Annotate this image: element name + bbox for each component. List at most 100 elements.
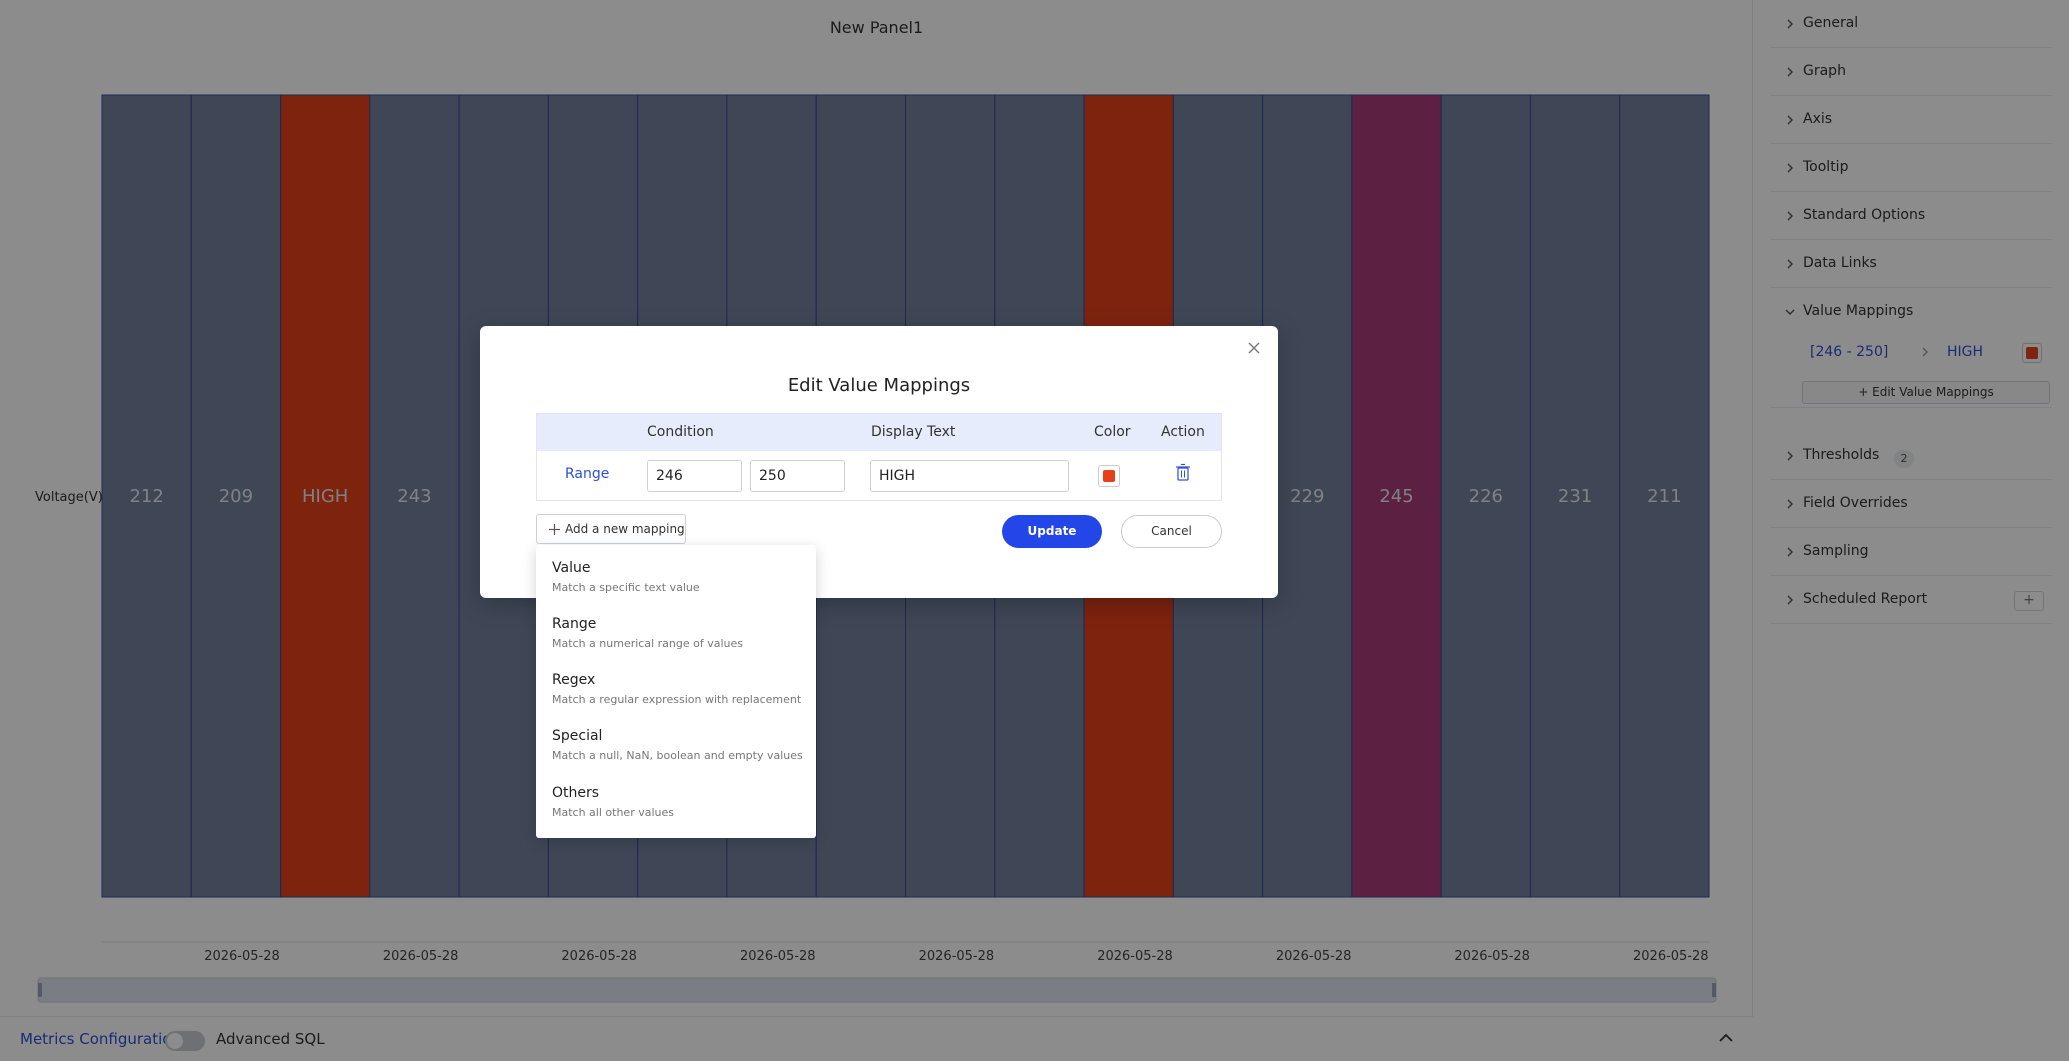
- bar-label: 243: [397, 486, 431, 507]
- option-title: Others: [552, 785, 600, 801]
- section-standard-options[interactable]: Standard Options: [1770, 192, 2052, 240]
- section-label: Value Mappings: [1803, 303, 1914, 319]
- header-color: Color: [1094, 424, 1131, 440]
- edit-value-mappings-button[interactable]: + Edit Value Mappings: [1802, 381, 2050, 404]
- section-axis[interactable]: Axis: [1770, 96, 2052, 144]
- mapping-type: Range: [565, 466, 610, 482]
- x-tick-group: 2026-05-28 2026-05-28 2026-05-28 2026-05-28…: [204, 949, 1708, 964]
- option-title: Value: [552, 560, 591, 576]
- bar[interactable]: [1351, 94, 1442, 898]
- section-general[interactable]: General: [1770, 0, 2052, 48]
- dialog-title: Edit Value Mappings: [787, 375, 971, 396]
- chevron-right-icon: [1787, 67, 1793, 77]
- section-scheduled-report[interactable]: Scheduled Report: [1770, 576, 2052, 624]
- range-from-input[interactable]: [647, 460, 742, 492]
- option-description: Match all other values: [552, 806, 674, 819]
- option-title: Regex: [552, 672, 596, 688]
- range-slider-handle-right[interactable]: [1712, 983, 1716, 997]
- range-to-input[interactable]: [750, 460, 845, 492]
- bar[interactable]: [1619, 94, 1710, 898]
- option-regex[interactable]: Regex Match a regular expression with re…: [536, 657, 816, 713]
- section-label: Tooltip: [1803, 159, 1849, 175]
- color-picker[interactable]: [1098, 465, 1120, 487]
- header-condition: Condition: [647, 424, 714, 440]
- mapping-range: [246 - 250]: [1810, 344, 1889, 360]
- option-description: Match a null, NaN, boolean and empty val…: [552, 749, 803, 762]
- option-range[interactable]: Range Match a numerical range of values: [536, 601, 816, 657]
- section-label: Graph: [1803, 63, 1846, 79]
- add-report-button[interactable]: +: [2014, 591, 2044, 611]
- advanced-sql-label: Advanced SQL: [216, 1030, 325, 1048]
- bar-label: 209: [219, 486, 253, 507]
- section-tooltip[interactable]: Tooltip: [1770, 144, 2052, 192]
- thresholds-count-badge: 2: [1894, 450, 1914, 468]
- chevron-right-icon: [1787, 211, 1793, 221]
- mapping-display-text: HIGH: [1947, 344, 1984, 360]
- section-label: Data Links: [1803, 255, 1877, 271]
- close-icon[interactable]: [1246, 340, 1262, 356]
- section-label: Standard Options: [1803, 207, 1926, 223]
- option-title: Range: [552, 616, 597, 632]
- table-row: Range: [537, 451, 1221, 500]
- bar[interactable]: [369, 94, 460, 898]
- chevron-right-icon: [1922, 347, 1928, 357]
- option-description: Match a regular expression with replacem…: [552, 693, 802, 706]
- mappings-table: Condition Display Text Color Action Rang…: [536, 413, 1222, 501]
- x-tick-label: 2026-05-28: [383, 949, 459, 964]
- chevron-right-icon: [1787, 499, 1793, 509]
- y-axis-label: Voltage(V): [35, 490, 103, 505]
- header-display-text: Display Text: [871, 424, 956, 440]
- section-graph[interactable]: Graph: [1770, 48, 2052, 96]
- bar-label: HIGH: [302, 486, 348, 507]
- bar-labels-group: 212 209 HIGH 243 229 245 226 231 211: [129, 486, 1681, 507]
- section-value-mappings[interactable]: Value Mappings: [1770, 288, 2052, 408]
- option-others[interactable]: Others Match all other values: [536, 770, 816, 826]
- plus-icon: [549, 524, 560, 535]
- panel-title: New Panel1: [829, 18, 924, 37]
- section-sampling[interactable]: Sampling: [1770, 528, 2052, 576]
- section-label: Sampling: [1803, 543, 1869, 559]
- metrics-configuration-link[interactable]: Metrics Configuration: [20, 1030, 181, 1048]
- chevron-right-icon: [1787, 451, 1793, 461]
- bar[interactable]: [1440, 94, 1531, 898]
- bar-label: 229: [1290, 486, 1324, 507]
- bar[interactable]: [280, 94, 371, 898]
- settings-sidebar: General Graph Axis Tooltip Standard Opti…: [1770, 0, 2069, 1061]
- metrics-bar: Metrics Configuration Advanced SQL: [0, 1016, 1753, 1061]
- cancel-button[interactable]: Cancel: [1121, 515, 1222, 548]
- plus-icon: +: [1858, 385, 1873, 399]
- chevron-right-icon: [1787, 547, 1793, 557]
- x-tick-label: 2026-05-28: [561, 949, 637, 964]
- bar-label: 231: [1558, 486, 1592, 507]
- mapping-type-dropdown: Value Match a specific text value Range …: [536, 545, 816, 838]
- bar-label: 212: [129, 486, 163, 507]
- bar-label: 226: [1469, 486, 1503, 507]
- advanced-sql-toggle[interactable]: [165, 1031, 205, 1051]
- chevron-right-icon: [1787, 595, 1793, 605]
- option-special[interactable]: Special Match a null, NaN, boolean and e…: [536, 713, 816, 769]
- header-action: Action: [1161, 424, 1205, 440]
- section-data-links[interactable]: Data Links: [1770, 240, 2052, 288]
- trash-icon[interactable]: [1175, 463, 1191, 481]
- bar-label: 211: [1647, 486, 1681, 507]
- chevron-right-icon: [1787, 115, 1793, 125]
- chevron-down-icon: [1785, 309, 1795, 315]
- display-text-input[interactable]: [870, 460, 1069, 492]
- update-button[interactable]: Update: [1002, 515, 1102, 548]
- option-value[interactable]: Value Match a specific text value: [536, 545, 816, 601]
- bar[interactable]: [101, 94, 192, 898]
- section-thresholds[interactable]: Thresholds: [1770, 432, 2052, 480]
- x-tick-label: 2026-05-28: [1097, 949, 1173, 964]
- edit-value-mappings-label: Edit Value Mappings: [1872, 385, 1994, 399]
- chevron-right-icon: [1787, 163, 1793, 173]
- option-description: Match a numerical range of values: [552, 637, 744, 650]
- x-tick-label: 2026-05-28: [1276, 949, 1352, 964]
- range-slider-handle-left[interactable]: [38, 983, 42, 997]
- section-field-overrides[interactable]: Field Overrides: [1770, 480, 2052, 528]
- bar[interactable]: [1529, 94, 1621, 898]
- add-new-mapping-label: Add a new mapping: [565, 522, 685, 536]
- chevron-up-icon[interactable]: [1715, 1027, 1737, 1049]
- x-tick-label: 2026-05-28: [1454, 949, 1530, 964]
- add-new-mapping-button[interactable]: Add a new mapping: [536, 514, 686, 544]
- bar[interactable]: [190, 94, 282, 898]
